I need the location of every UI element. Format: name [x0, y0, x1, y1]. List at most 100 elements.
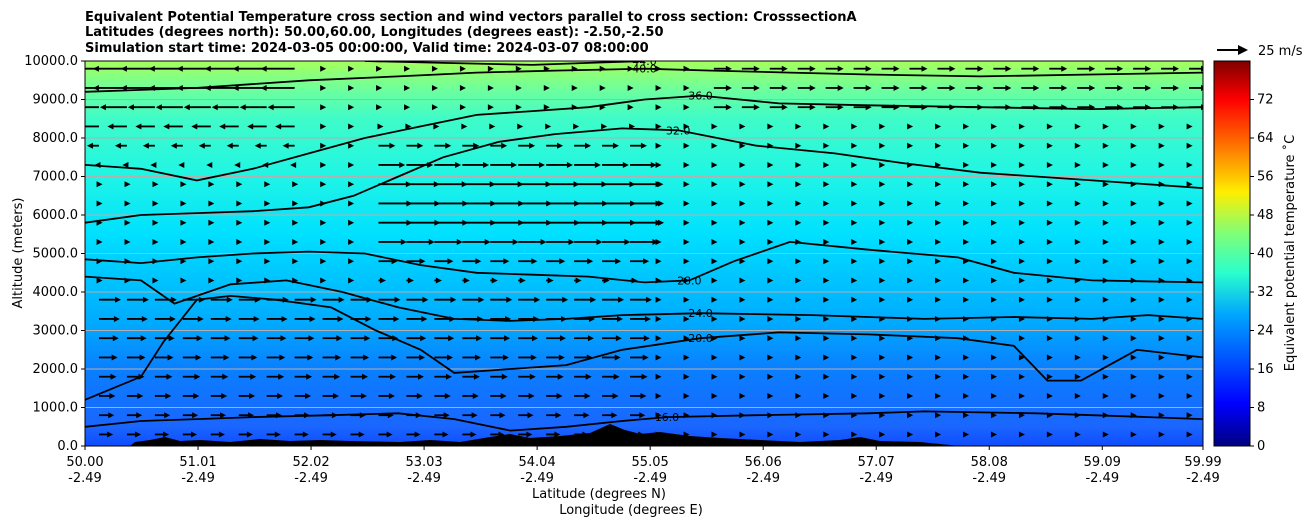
wind-vector-head — [585, 142, 592, 149]
wind-vector-head — [224, 335, 231, 342]
wind-vector-head — [990, 258, 997, 265]
x-tick-label-lon: -2.49 — [181, 471, 215, 486]
wind-vector-head — [795, 412, 802, 419]
wind-vector-head — [990, 181, 997, 188]
wind-vector-head — [795, 258, 802, 265]
wind-key-label: 25 m/s — [1258, 44, 1303, 59]
wind-vector-head — [348, 84, 355, 91]
wind-vector-head — [865, 84, 872, 91]
wind-vector-head — [124, 200, 131, 207]
wind-vector-head — [823, 354, 830, 361]
wind-vector-head — [449, 315, 456, 322]
wind-vector-head — [1074, 412, 1081, 419]
wind-vector-head — [320, 104, 327, 111]
wind-vector-head — [222, 373, 229, 380]
wind-vector-head — [180, 219, 187, 226]
contour-line — [85, 275, 1203, 322]
wind-vector-head — [1186, 335, 1193, 342]
wind-vector-head — [643, 258, 650, 265]
wind-vector-head — [655, 315, 662, 322]
y-tick-label: 0.0 — [57, 439, 78, 454]
wind-vector-head — [711, 142, 718, 149]
wind-vector-head — [683, 65, 690, 72]
wind-vector-head — [823, 412, 830, 419]
wind-vector-head — [611, 412, 618, 419]
wind-vector-head — [739, 200, 746, 207]
wind-vector-head — [990, 296, 997, 303]
wind-vector-head — [503, 258, 510, 265]
wind-vector-head — [445, 373, 452, 380]
wind-vector-head — [320, 200, 327, 207]
wind-vector-head — [851, 431, 858, 438]
wind-vector-head — [1102, 277, 1109, 284]
wind-vector-head — [739, 123, 746, 130]
wind-vector-head — [1102, 161, 1109, 168]
wind-vector-head — [1074, 315, 1081, 322]
wind-vector-head — [1102, 296, 1109, 303]
wind-vector-head — [589, 315, 596, 322]
wind-vector-head — [114, 142, 121, 149]
wind-vector-head — [142, 142, 149, 149]
wind-vector-head — [1074, 354, 1081, 361]
y-axis-label: Altitude (meters) — [11, 198, 26, 309]
wind-vector-head — [530, 354, 537, 361]
wind-vector-head — [232, 65, 239, 72]
wind-vector-head — [935, 431, 942, 438]
wind-vector-head — [618, 296, 625, 303]
wind-vector-head — [1186, 354, 1193, 361]
wind-vector-head — [725, 84, 732, 91]
wind-vector-head — [1005, 104, 1012, 111]
wind-vector-head — [348, 65, 355, 72]
wind-vector-head — [683, 373, 690, 380]
wind-vector-head — [360, 392, 367, 399]
wind-vector-head — [1130, 258, 1137, 265]
wind-vector-head — [208, 258, 215, 265]
wind-vector-head — [204, 84, 211, 91]
wind-vector-head — [1158, 258, 1165, 265]
wind-vector-head — [461, 123, 468, 130]
wind-vector-head — [627, 84, 634, 91]
wind-vector-head — [907, 315, 914, 322]
wind-vector-head — [140, 335, 147, 342]
wind-vector-head — [487, 104, 494, 111]
wind-vector-head — [615, 258, 622, 265]
wind-vector-head — [795, 296, 802, 303]
y-tick-label: 8000.0 — [33, 131, 79, 146]
wind-vector-head — [879, 373, 886, 380]
wind-vector-head — [262, 161, 269, 168]
wind-vector-head — [1046, 200, 1053, 207]
y-tick-label: 1000.0 — [33, 401, 79, 416]
wind-vector-head — [1046, 315, 1053, 322]
wind-vector-head — [1158, 200, 1165, 207]
wind-vector-head — [1018, 335, 1025, 342]
wind-vector-head — [348, 161, 355, 168]
wind-vector-head — [739, 277, 746, 284]
wind-vector-head — [152, 258, 159, 265]
wind-vector-head — [487, 65, 494, 72]
x-tick-label-lon: -2.49 — [68, 471, 102, 486]
wind-vector-head — [963, 200, 970, 207]
contour-line — [85, 94, 1203, 182]
wind-vector-head — [267, 104, 274, 111]
wind-vector-head — [795, 238, 802, 245]
wind-vector-head — [935, 315, 942, 322]
colorbar-tick-label: 0 — [1257, 439, 1265, 454]
wind-vector-head — [963, 392, 970, 399]
wind-vector-head — [1018, 219, 1025, 226]
wind-vector-head — [711, 335, 718, 342]
wind-vector-head — [517, 123, 524, 130]
wind-vector-head — [629, 123, 636, 130]
contour-line — [85, 410, 1203, 432]
wind-vector-head — [358, 431, 365, 438]
wind-vector-head — [935, 258, 942, 265]
wind-vector-head — [596, 238, 603, 245]
wind-vector-head — [198, 296, 205, 303]
wind-vector-head — [963, 335, 970, 342]
wind-vector-head — [348, 104, 355, 111]
wind-vector-head — [963, 238, 970, 245]
wind-vector-head — [639, 412, 646, 419]
wind-vector-head — [1074, 258, 1081, 265]
wind-vector-head — [428, 238, 435, 245]
colorbar-label: Equivalent potential temperature ˚C — [1282, 135, 1298, 371]
